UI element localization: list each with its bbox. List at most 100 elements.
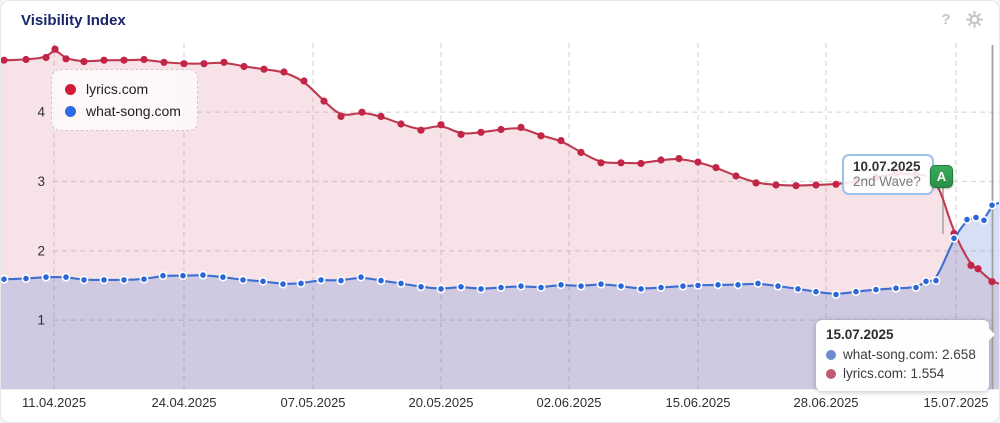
data-point[interactable] — [198, 270, 208, 280]
data-point[interactable] — [218, 272, 228, 282]
data-point[interactable] — [656, 283, 666, 292]
data-point[interactable] — [517, 123, 525, 131]
data-point[interactable] — [497, 125, 505, 134]
data-point[interactable] — [160, 58, 168, 66]
data-point[interactable] — [971, 213, 981, 222]
data-point[interactable] — [556, 280, 566, 290]
data-point[interactable] — [280, 68, 288, 76]
data-point[interactable] — [1, 56, 8, 64]
data-point[interactable] — [811, 287, 821, 297]
help-icon[interactable]: ? — [941, 10, 951, 28]
data-point[interactable] — [21, 274, 31, 283]
data-point[interactable] — [100, 56, 108, 64]
data-point[interactable] — [773, 281, 783, 291]
annotation-badge[interactable]: A — [930, 165, 953, 188]
legend-item-lyrics.com[interactable]: lyrics.com — [65, 78, 181, 100]
data-point[interactable] — [437, 121, 445, 129]
data-point[interactable] — [337, 112, 345, 120]
data-point[interactable] — [240, 62, 248, 71]
data-point[interactable] — [496, 283, 506, 292]
data-point[interactable] — [358, 108, 366, 116]
data-point[interactable] — [793, 284, 803, 294]
data-point[interactable] — [456, 282, 466, 292]
data-point[interactable] — [636, 284, 646, 294]
data-point[interactable] — [62, 55, 70, 63]
data-point[interactable] — [417, 126, 425, 134]
legend-item-what-song.com[interactable]: what-song.com — [65, 100, 181, 122]
data-point[interactable] — [974, 265, 982, 273]
data-point[interactable] — [693, 280, 703, 290]
data-point[interactable] — [377, 112, 385, 120]
data-point[interactable] — [397, 120, 405, 128]
data-point[interactable] — [200, 60, 208, 68]
data-point[interactable] — [911, 283, 921, 292]
data-point[interactable] — [220, 58, 228, 66]
data-point[interactable] — [694, 158, 702, 166]
data-point[interactable] — [80, 58, 88, 66]
data-point[interactable] — [22, 55, 30, 64]
data-point[interactable] — [812, 181, 820, 189]
data-point[interactable] — [79, 275, 89, 285]
data-point[interactable] — [300, 77, 308, 85]
data-point[interactable] — [316, 275, 326, 285]
data-point[interactable] — [396, 278, 406, 288]
data-point[interactable] — [61, 272, 71, 282]
data-point[interactable] — [712, 164, 720, 172]
data-point[interactable] — [851, 287, 861, 297]
data-point[interactable] — [931, 276, 941, 285]
data-point[interactable] — [51, 45, 59, 53]
data-point[interactable] — [713, 280, 723, 290]
data-point[interactable] — [178, 271, 188, 281]
data-point[interactable] — [158, 271, 168, 281]
data-point[interactable] — [140, 55, 148, 64]
data-point[interactable] — [753, 278, 763, 288]
data-point[interactable] — [596, 279, 606, 289]
data-point[interactable] — [260, 65, 268, 73]
data-point[interactable] — [416, 282, 426, 292]
data-point[interactable] — [120, 56, 128, 64]
data-point[interactable] — [99, 275, 109, 285]
data-point[interactable] — [675, 155, 683, 163]
data-point[interactable] — [238, 275, 248, 285]
data-point[interactable] — [577, 148, 585, 156]
data-point[interactable] — [772, 181, 780, 189]
data-point[interactable] — [296, 278, 306, 288]
data-point[interactable] — [733, 280, 743, 290]
data-point[interactable] — [457, 130, 465, 138]
data-point[interactable] — [657, 156, 665, 164]
data-point[interactable] — [792, 182, 800, 190]
data-point[interactable] — [576, 281, 586, 291]
data-point[interactable] — [616, 281, 626, 291]
data-point[interactable] — [891, 283, 901, 293]
data-point[interactable] — [376, 276, 386, 285]
data-point[interactable] — [949, 233, 959, 243]
data-point[interactable] — [597, 159, 605, 167]
data-point[interactable] — [516, 281, 526, 291]
data-point[interactable] — [180, 60, 188, 68]
data-point[interactable] — [476, 284, 486, 294]
data-point[interactable] — [979, 215, 989, 225]
data-point[interactable] — [962, 215, 972, 224]
data-point[interactable] — [356, 272, 366, 282]
gear-icon[interactable] — [965, 10, 983, 28]
data-point[interactable] — [477, 128, 485, 136]
data-point[interactable] — [732, 172, 740, 180]
data-point[interactable] — [752, 179, 760, 187]
data-point[interactable] — [831, 290, 841, 299]
data-point[interactable] — [436, 284, 446, 294]
data-point[interactable] — [119, 275, 129, 285]
data-point[interactable] — [871, 285, 881, 294]
data-point[interactable] — [678, 281, 688, 291]
data-point[interactable] — [617, 159, 625, 167]
data-point[interactable] — [1, 274, 9, 284]
data-point[interactable] — [42, 53, 50, 62]
data-point[interactable] — [336, 276, 346, 285]
data-point[interactable] — [320, 97, 328, 105]
data-point[interactable] — [278, 279, 288, 289]
data-point[interactable] — [637, 159, 645, 168]
data-point[interactable] — [921, 276, 931, 286]
data-point[interactable] — [832, 180, 840, 188]
data-point[interactable] — [557, 137, 565, 145]
data-point[interactable] — [987, 200, 997, 210]
